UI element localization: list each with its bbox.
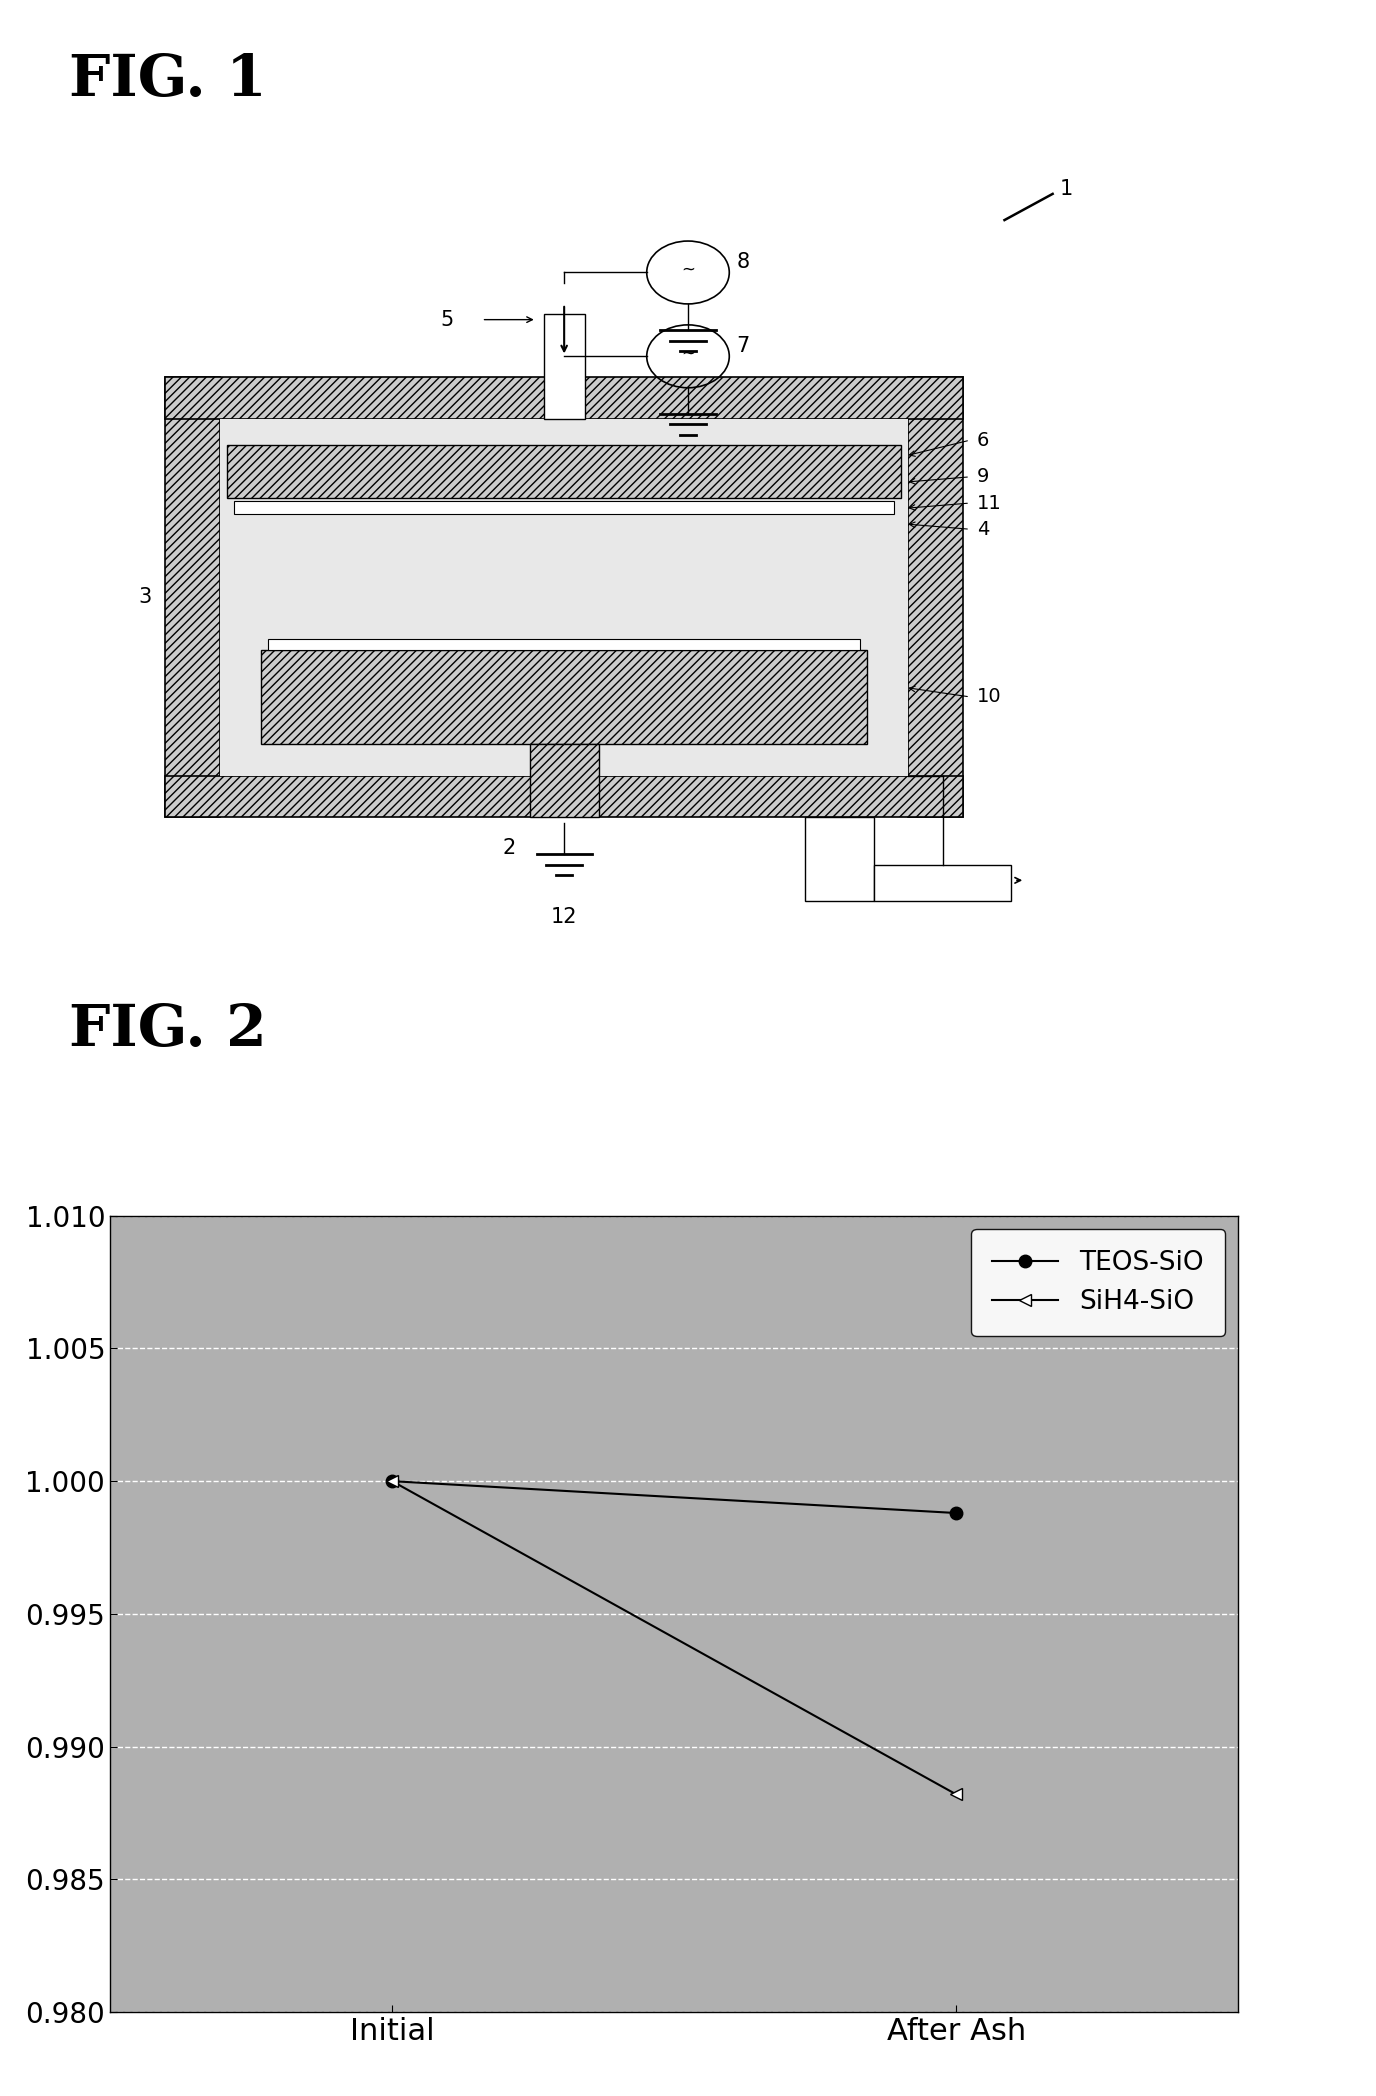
Text: 1: 1	[1060, 178, 1073, 199]
SiH4-SiO	[384, 1469, 400, 1494]
Bar	[530, 744, 599, 817]
Text: 8: 8	[736, 252, 750, 272]
Bar	[908, 377, 963, 817]
TEOS-SiO	[384, 1469, 400, 1494]
Text: 6: 6	[977, 430, 989, 451]
Text: 12: 12	[550, 905, 578, 926]
Text: FIG. 1: FIG. 1	[69, 52, 267, 109]
TEOS-SiO	[948, 1501, 965, 1526]
Bar	[227, 444, 901, 499]
Legend: TEOS-SiO, SiH4-SiO: TEOS-SiO, SiH4-SiO	[971, 1228, 1225, 1337]
Text: 9: 9	[977, 467, 989, 486]
Text: 5: 5	[440, 310, 454, 329]
Text: ~: ~	[681, 260, 695, 279]
Bar	[165, 776, 963, 817]
Text: ~: ~	[681, 344, 695, 363]
Line: SiH4-SiO: SiH4-SiO	[385, 1476, 963, 1800]
Bar	[220, 419, 908, 776]
Bar	[234, 501, 894, 514]
Bar	[165, 377, 220, 817]
Bar	[805, 817, 874, 901]
Text: 10: 10	[977, 687, 1002, 706]
Bar	[874, 864, 1011, 901]
Text: 7: 7	[736, 335, 750, 356]
Bar	[544, 314, 585, 419]
Bar	[268, 639, 860, 650]
Text: 4: 4	[977, 520, 989, 539]
Line: TEOS-SiO: TEOS-SiO	[385, 1476, 963, 1520]
SiH4-SiO	[948, 1782, 965, 1807]
Text: 2: 2	[502, 838, 516, 859]
Bar	[261, 650, 867, 744]
Text: FIG. 2: FIG. 2	[69, 1002, 267, 1058]
Text: 3: 3	[138, 587, 151, 608]
Text: 11: 11	[977, 493, 1002, 514]
Bar	[165, 377, 963, 419]
